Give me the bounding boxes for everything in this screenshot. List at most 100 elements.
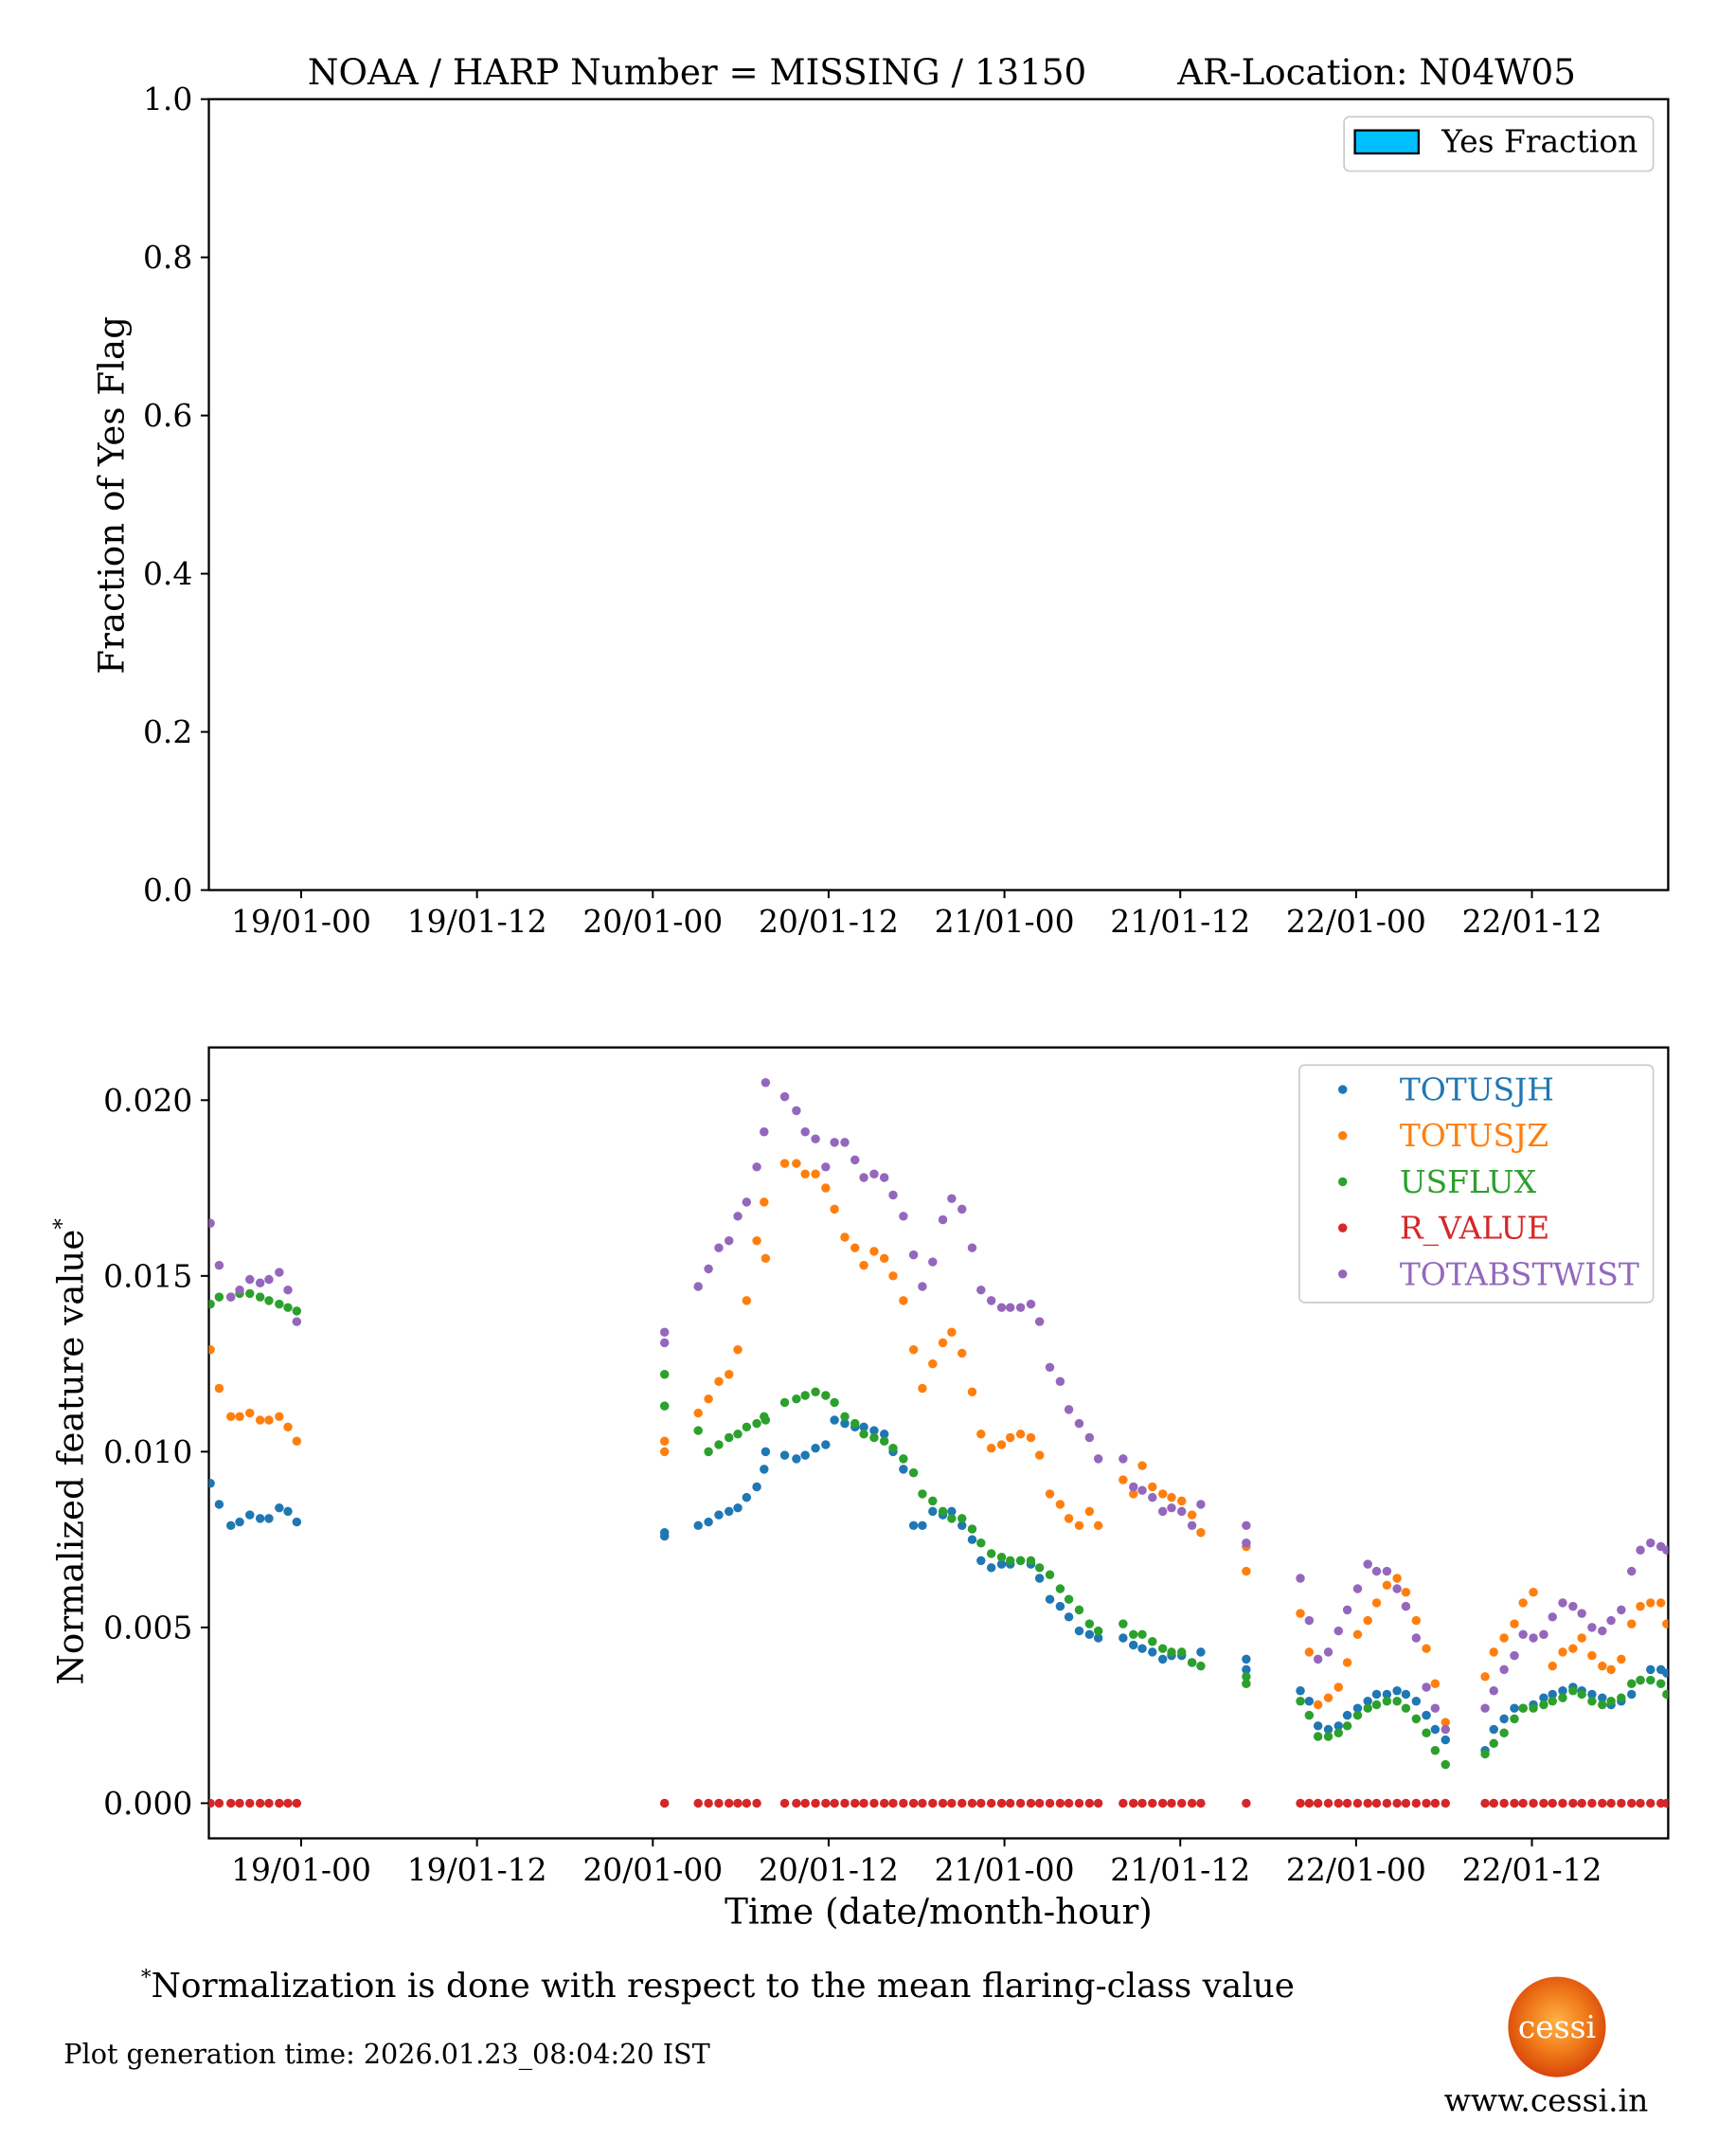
data-point	[840, 1412, 850, 1422]
bottom-x-tick-label: 20/01-00	[582, 1851, 723, 1888]
data-point	[1026, 1798, 1036, 1808]
data-point	[1064, 1514, 1074, 1523]
data-point	[779, 1798, 790, 1808]
data-point	[928, 1506, 938, 1517]
data-point	[1646, 1598, 1655, 1608]
data-point	[1568, 1798, 1578, 1808]
data-point	[1489, 1647, 1498, 1657]
data-point	[1662, 1798, 1669, 1808]
data-point	[1568, 1685, 1578, 1696]
data-point	[957, 1204, 967, 1214]
data-point	[1196, 1798, 1206, 1808]
data-point	[1187, 1510, 1197, 1520]
data-point	[1598, 1661, 1607, 1671]
data-point	[1422, 1798, 1431, 1808]
data-point	[742, 1798, 752, 1808]
data-point	[1577, 1689, 1586, 1700]
data-point	[869, 1432, 879, 1443]
data-point	[1167, 1798, 1176, 1808]
data-point	[226, 1292, 236, 1302]
data-point	[821, 1391, 831, 1400]
data-point	[1518, 1703, 1528, 1713]
data-point	[908, 1344, 919, 1355]
data-point	[1441, 1798, 1450, 1808]
data-point	[264, 1296, 274, 1305]
data-point	[292, 1517, 302, 1527]
data-point	[811, 1134, 820, 1143]
data-point	[840, 1418, 850, 1429]
data-point	[1662, 1545, 1669, 1555]
data-point	[275, 1268, 284, 1277]
data-point	[821, 1162, 831, 1172]
bottom-y-tick-label: 0.020	[103, 1082, 192, 1119]
data-point	[1598, 1798, 1607, 1808]
top-x-tick-label: 19/01-00	[231, 903, 371, 940]
data-point	[888, 1798, 898, 1808]
data-point	[1489, 1724, 1498, 1735]
data-point	[1005, 1556, 1015, 1566]
data-point	[976, 1556, 986, 1566]
top-x-tick-label: 20/01-12	[759, 903, 899, 940]
data-point	[275, 1299, 284, 1309]
data-point	[869, 1169, 879, 1178]
data-point	[1363, 1703, 1372, 1713]
data-point	[1323, 1724, 1333, 1735]
data-point	[800, 1450, 810, 1460]
data-point	[779, 1159, 790, 1168]
data-point	[714, 1798, 724, 1808]
data-point	[1518, 1598, 1528, 1608]
data-point	[879, 1798, 889, 1808]
data-point	[1034, 1450, 1045, 1460]
data-point	[1510, 1703, 1519, 1713]
data-point	[830, 1798, 839, 1808]
data-point	[1568, 1644, 1578, 1653]
data-point	[821, 1440, 831, 1449]
data-point	[1363, 1798, 1372, 1808]
data-point	[761, 1415, 771, 1425]
data-point	[957, 1348, 967, 1358]
data-point	[976, 1430, 986, 1439]
data-point	[1662, 1668, 1669, 1678]
data-point	[800, 1798, 810, 1808]
data-point	[1606, 1615, 1616, 1626]
data-point	[1587, 1650, 1597, 1661]
data-point	[1034, 1574, 1045, 1583]
data-point	[1480, 1749, 1490, 1759]
legend-marker-totabstwist	[1337, 1269, 1348, 1279]
data-point	[1646, 1675, 1655, 1685]
data-point	[760, 1465, 769, 1474]
data-point	[899, 1465, 908, 1474]
data-point	[1392, 1685, 1402, 1696]
data-point	[957, 1798, 967, 1808]
data-point	[714, 1440, 724, 1449]
data-point	[1093, 1454, 1103, 1464]
data-point	[1499, 1664, 1509, 1675]
data-point	[1430, 1703, 1441, 1713]
data-point	[1323, 1798, 1333, 1808]
data-point	[986, 1549, 996, 1558]
cessi-url[interactable]: www.cessi.in	[1444, 2081, 1649, 2118]
data-point	[1313, 1721, 1323, 1731]
data-point	[208, 1299, 215, 1309]
data-point	[1510, 1714, 1519, 1724]
bottom-x-tick-label: 21/01-12	[1110, 1851, 1250, 1888]
data-point	[245, 1288, 255, 1299]
data-point	[292, 1798, 302, 1808]
data-point	[292, 1317, 302, 1326]
data-point	[1529, 1633, 1538, 1643]
data-point	[1064, 1594, 1074, 1604]
cessi-logo-text: cessi	[1518, 2008, 1596, 2045]
data-point	[1093, 1798, 1103, 1808]
data-point	[1148, 1492, 1157, 1502]
data-point	[208, 1479, 215, 1488]
data-point	[208, 1344, 215, 1355]
bottom-y-tick-label: 0.015	[103, 1257, 192, 1294]
data-point	[214, 1292, 224, 1302]
bottom-y-axis-label-star: *	[50, 1218, 75, 1230]
series-totabstwist	[208, 1078, 1669, 1735]
data-point	[830, 1138, 839, 1147]
top-x-tick-label: 19/01-12	[407, 903, 547, 940]
data-point	[1430, 1724, 1441, 1735]
data-point	[1034, 1317, 1045, 1326]
data-point	[693, 1520, 703, 1531]
